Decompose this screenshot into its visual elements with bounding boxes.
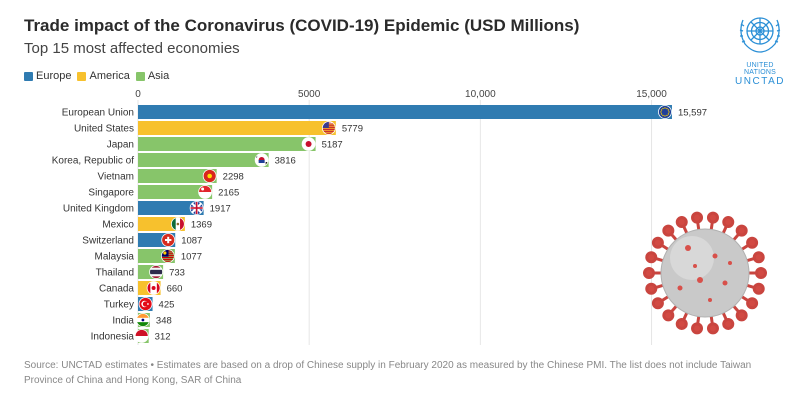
turkey-flag-icon — [138, 297, 153, 311]
value-label: 2165 — [218, 188, 239, 199]
legend-item-america[interactable]: America — [77, 70, 130, 82]
category-label: European Union — [62, 108, 134, 119]
bar-chart: 0 5000 10,000 15,000 European Union 15,597 Uni… — [52, 89, 707, 345]
x-tick-label: 10,000 — [465, 89, 496, 100]
virus-highlight — [670, 236, 714, 280]
value-label: 1087 — [181, 236, 202, 247]
category-label: Turkey — [104, 300, 134, 311]
canada-flag-icon — [146, 281, 161, 295]
thailand-flag-icon — [149, 265, 163, 279]
flag-outline — [198, 185, 213, 199]
logo-org-text: UNITED NATIONS — [744, 62, 776, 76]
flag-outline — [170, 217, 185, 231]
value-label: 1369 — [191, 220, 212, 231]
flag-outline — [658, 105, 672, 119]
flag-outline — [134, 329, 149, 343]
value-label: 5187 — [322, 140, 343, 151]
value-label: 425 — [159, 300, 175, 311]
legend: Europe America Asia — [24, 70, 169, 82]
logo-name-text: UNCTAD — [735, 76, 785, 87]
value-label: 733 — [169, 268, 185, 279]
category-label: Singapore — [88, 188, 134, 199]
india-flag-icon — [136, 313, 150, 327]
flag-outline — [136, 313, 150, 327]
singapore-flag-icon — [198, 185, 213, 199]
legend-swatch-europe — [24, 71, 33, 81]
x-tick-label: 15,000 — [636, 89, 667, 100]
bar-united-kingdom — [138, 201, 204, 215]
x-tick-label: 5000 — [298, 89, 321, 100]
x-tick-label: 0 — [135, 89, 141, 100]
us-flag-icon — [321, 121, 336, 135]
category-label: Thailand — [96, 268, 134, 279]
value-label: 3816 — [275, 156, 296, 167]
category-label: Korea, Republic of — [52, 156, 134, 167]
category-label: United States — [74, 124, 134, 135]
unctad-logo: UNITED NATIONS UNCTAD — [730, 10, 790, 87]
value-label: 348 — [156, 316, 172, 327]
flag-outline — [321, 121, 336, 135]
value-label: 15,597 — [678, 108, 707, 119]
category-label: Switzerland — [82, 236, 134, 247]
value-label: 5779 — [342, 124, 363, 135]
category-label: India — [112, 316, 134, 327]
legend-label-asia: Asia — [147, 70, 170, 82]
value-label: 1077 — [181, 252, 202, 263]
bar-european-union — [138, 105, 672, 119]
bar-vietnam — [138, 169, 217, 183]
flag-outline — [202, 169, 217, 183]
flag-outline — [138, 297, 153, 311]
bar-korea-republic-of — [138, 153, 269, 167]
legend-swatch-asia — [135, 71, 145, 81]
flag-outline — [160, 249, 175, 263]
vietnam-flag-icon — [202, 169, 217, 183]
chart-subtitle: Top 15 most affected economies — [24, 40, 240, 57]
legend-label-america: America — [89, 70, 130, 82]
chart-title: Trade impact of the Coronavirus (COVID-1… — [24, 16, 580, 35]
legend-swatch-america — [77, 71, 87, 81]
bar-japan — [138, 137, 316, 151]
category-label: Mexico — [102, 220, 134, 231]
switzerland-flag-icon — [161, 233, 176, 247]
flag-outline — [161, 233, 176, 247]
value-label: 2298 — [223, 172, 244, 183]
bar-singapore — [138, 185, 213, 199]
category-label: United Kingdom — [63, 204, 134, 215]
flag-outline — [254, 153, 269, 167]
legend-item-europe[interactable]: Europe — [24, 70, 71, 82]
legend-item-asia[interactable]: Asia — [135, 70, 170, 82]
flag-outline — [301, 137, 316, 151]
virus-surface-spots — [677, 245, 732, 302]
category-label: Malaysia — [95, 252, 135, 263]
category-label: Canada — [99, 284, 134, 295]
bar-united-states — [138, 121, 336, 135]
legend-label-europe: Europe — [36, 70, 72, 82]
korea-flag-icon — [254, 153, 269, 167]
value-label: 660 — [167, 284, 183, 295]
virus-spikes — [643, 211, 767, 335]
category-label: Vietnam — [97, 172, 134, 183]
flag-outline — [149, 265, 163, 279]
malaysia-flag-icon — [160, 249, 175, 263]
flag-outline — [189, 201, 204, 215]
japan-flag-icon — [301, 137, 316, 151]
category-label: Indonesia — [91, 332, 135, 343]
category-label: Japan — [107, 140, 134, 151]
un-emblem-icon — [739, 17, 781, 53]
value-label: 1917 — [210, 204, 231, 215]
indonesia-flag-icon — [134, 329, 149, 343]
coronavirus-illustration — [643, 211, 767, 335]
eu-flag-icon — [658, 105, 672, 119]
flag-outline — [146, 281, 161, 295]
source-note: Source: UNCTAD estimates • Estimates are… — [24, 360, 752, 386]
uk-flag-icon — [189, 201, 204, 215]
value-label: 312 — [155, 332, 171, 343]
mexico-flag-icon — [170, 217, 185, 231]
